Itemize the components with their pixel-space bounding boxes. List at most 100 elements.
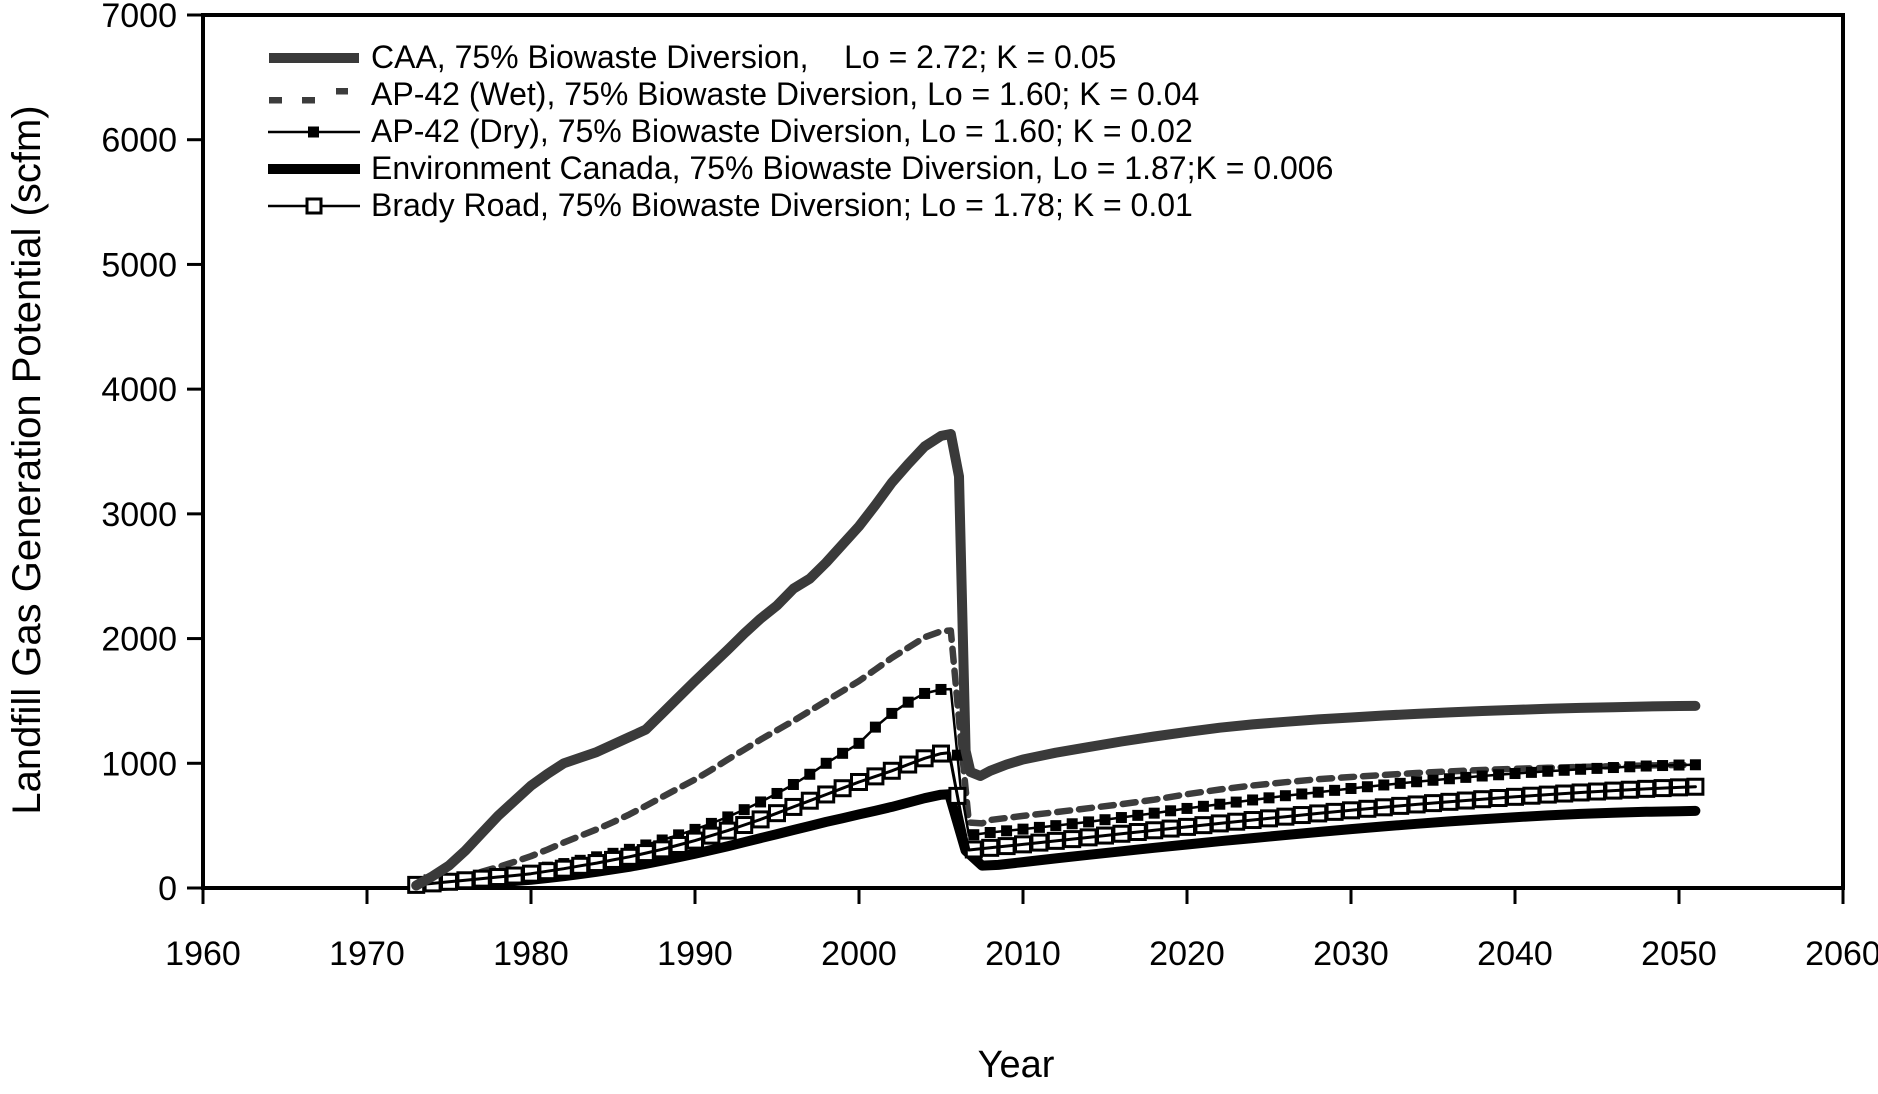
filled-square-marker	[1050, 820, 1062, 832]
filled-square-marker	[1165, 805, 1177, 817]
x-tick-label: 2000	[821, 935, 897, 973]
filled-square-marker	[935, 683, 947, 695]
axis-ticks: 1960 1970 1980 1990 2000 2010 2020 2030 2040 2050…	[101, 0, 1878, 973]
legend-item-brady-road: Brady Road, 75% Biowaste Diversion; Lo =…	[266, 187, 1333, 224]
filled-square-marker	[1214, 798, 1226, 810]
line-open-square-swatch-icon	[268, 197, 360, 214]
filled-square-marker	[1132, 809, 1144, 821]
x-tick-label: 1960	[165, 935, 241, 973]
series-brady-road	[407, 744, 1705, 894]
y-tick-label: 5000	[101, 246, 177, 284]
filled-square-marker	[886, 707, 898, 719]
filled-square-marker	[1542, 765, 1554, 777]
dashed-line-swatch-icon	[269, 87, 348, 103]
filled-square-marker	[1197, 800, 1209, 812]
y-tick-label: 6000	[101, 122, 177, 160]
filled-square-marker	[1263, 792, 1275, 804]
legend-label: Brady Road, 75% Biowaste Diversion; Lo =…	[371, 187, 1193, 223]
filled-square-marker	[1460, 771, 1472, 783]
filled-square-marker	[1443, 773, 1455, 785]
filled-square-marker	[1329, 784, 1341, 796]
x-tick-label: 1980	[493, 935, 569, 973]
filled-square-marker	[1575, 763, 1587, 775]
filled-square-marker	[689, 823, 701, 835]
filled-square-marker	[1066, 818, 1078, 830]
legend-label: CAA, 75% Biowaste Diversion, Lo = 2.72; …	[371, 39, 1117, 75]
legend-label: AP-42 (Wet), 75% Biowaste Diversion, Lo …	[371, 76, 1200, 112]
filled-square-marker	[673, 829, 685, 841]
filled-square-marker	[1509, 768, 1521, 780]
filled-square-marker	[1411, 776, 1423, 788]
filled-square-marker	[1624, 761, 1636, 773]
filled-square-marker	[656, 834, 668, 846]
filled-square-marker	[853, 737, 865, 749]
filled-square-marker	[738, 804, 750, 816]
filled-square-marker	[869, 721, 881, 733]
filled-square-marker	[1181, 802, 1193, 814]
filled-square-marker	[1312, 786, 1324, 798]
caa-thick-gray-line-swatch-icon	[269, 52, 359, 63]
legend-item-caa: CAA, 75% Biowaste Diversion, Lo = 2.72; …	[266, 39, 1333, 76]
filled-square-marker	[968, 829, 980, 841]
y-tick-label: 0	[158, 870, 177, 908]
x-tick-label: 2020	[1149, 935, 1225, 973]
filled-square-marker	[787, 778, 799, 790]
filled-square-marker	[1476, 770, 1488, 782]
legend-label: Environment Canada, 75% Biowaste Diversi…	[371, 150, 1334, 186]
filled-square-marker	[705, 817, 717, 829]
x-tick-label: 2060	[1805, 935, 1878, 973]
filled-square-marker	[1525, 766, 1537, 778]
filled-square-marker	[951, 749, 963, 761]
filled-square-marker	[1689, 759, 1701, 771]
chart-legend: CAA, 75% Biowaste Diversion, Lo = 2.72; …	[266, 39, 1333, 224]
filled-square-marker	[1099, 814, 1111, 826]
series-line-brady-road	[414, 751, 1697, 887]
filled-square-marker	[1657, 760, 1669, 772]
filled-square-marker	[1427, 774, 1439, 786]
filled-square-marker	[1001, 825, 1013, 837]
series-line-caa	[411, 429, 1701, 891]
y-tick-label: 3000	[101, 496, 177, 534]
filled-square-marker	[1607, 762, 1619, 774]
filled-square-marker	[919, 687, 931, 699]
x-tick-label: 2050	[1641, 935, 1717, 973]
filled-square-marker	[1033, 821, 1045, 833]
x-tick-label: 2030	[1313, 935, 1389, 973]
filled-square-marker	[984, 827, 996, 839]
y-tick-label: 4000	[101, 371, 177, 409]
filled-square-marker	[1017, 823, 1029, 835]
line-filled-square-swatch-icon	[268, 126, 360, 137]
filled-square-marker	[1083, 816, 1095, 828]
x-tick-label: 1990	[657, 935, 733, 973]
y-tick-label: 2000	[101, 621, 177, 659]
filled-square-marker	[837, 747, 849, 759]
filled-square-marker	[1345, 782, 1357, 794]
series-line-ap-42-wet-	[412, 627, 1699, 891]
filled-square-marker	[1247, 794, 1259, 806]
filled-square-marker	[1591, 762, 1603, 774]
y-axis-title: Landfill Gas Generation Potential (scfm)	[5, 105, 49, 814]
x-tick-label: 2040	[1477, 935, 1553, 973]
filled-square-marker	[1230, 796, 1242, 808]
filled-square-marker	[804, 768, 816, 780]
filled-square-marker	[1296, 788, 1308, 800]
filled-square-marker	[1394, 777, 1406, 789]
filled-square-marker	[1378, 779, 1390, 791]
filled-square-marker	[722, 811, 734, 823]
legend-item-ap42-wet: AP-42 (Wet), 75% Biowaste Diversion, Lo …	[266, 76, 1333, 113]
x-axis-title: Year	[978, 1044, 1055, 1086]
filled-square-marker	[1673, 759, 1685, 771]
filled-square-marker	[755, 796, 767, 808]
data-series	[407, 429, 1705, 894]
x-tick-label: 1970	[329, 935, 405, 973]
filled-square-marker	[1558, 764, 1570, 776]
filled-square-marker	[1640, 760, 1652, 772]
filled-square-marker	[902, 696, 914, 708]
filled-square-marker	[1279, 790, 1291, 802]
y-tick-label: 1000	[101, 745, 177, 783]
filled-square-marker	[1361, 781, 1373, 793]
filled-square-marker	[1115, 812, 1127, 824]
y-tick-label: 7000	[101, 0, 177, 35]
